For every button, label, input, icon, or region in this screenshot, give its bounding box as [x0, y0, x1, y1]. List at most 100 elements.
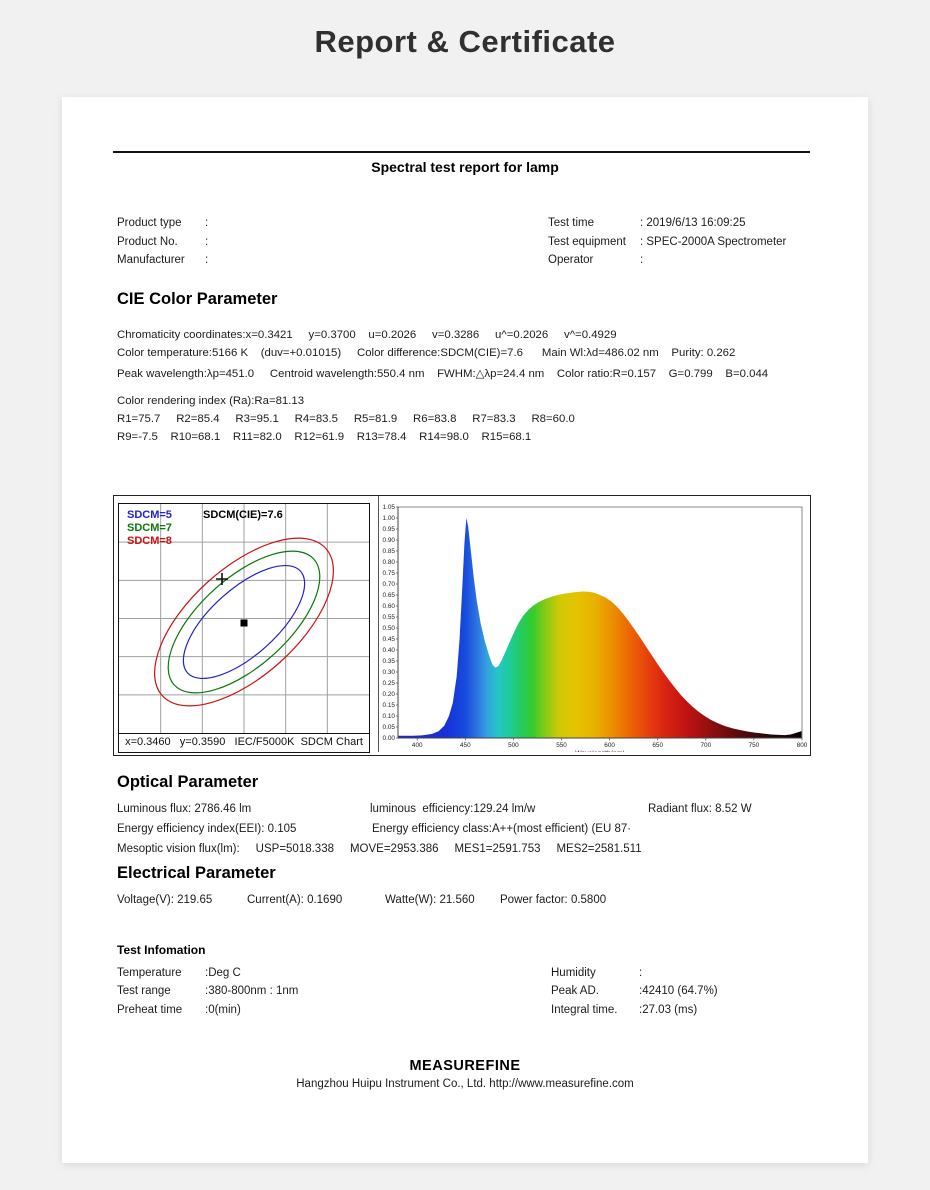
- svg-text:650: 650: [652, 742, 663, 749]
- voltage: Voltage(V): 219.65: [117, 894, 213, 906]
- sdcm-caption: x=0.3460 y=0.3590 IEC/F5000K SDCM Chart: [119, 733, 369, 753]
- svg-text:SDCM=5: SDCM=5: [127, 509, 172, 521]
- test-info-left: Temperature :Deg C Test range :380-800nm :…: [117, 964, 447, 1019]
- temperature-value: :Deg C: [205, 967, 241, 979]
- svg-text:1.00: 1.00: [383, 515, 396, 522]
- svg-text:750: 750: [749, 742, 760, 749]
- svg-text:0.85: 0.85: [383, 548, 396, 555]
- preheat-time-row: Preheat time :0(min): [117, 1001, 447, 1019]
- product-info: Product type: Product No.: Manufacturer:: [117, 214, 417, 270]
- manufacturer-row: Manufacturer:: [117, 251, 417, 270]
- luminous-efficiency: luminous efficiency:129.24 lm/w: [370, 803, 536, 815]
- manufacturer-value: :: [205, 254, 209, 266]
- report-page: Spectral test report for lamp Product ty…: [62, 97, 868, 1163]
- charts-panel: SDCM=5 SDCM=7 SDCM=8 SDCM(CIE)=7.6 x=0.3460…: [113, 495, 811, 757]
- optical-row-1: Luminous flux: 2786.46 lm luminous effic…: [117, 803, 817, 819]
- humidity-value: :: [639, 967, 643, 979]
- svg-text:1.05: 1.05: [383, 504, 396, 511]
- svg-text:0.65: 0.65: [383, 592, 396, 599]
- svg-text:SDCM(CIE)=7.6: SDCM(CIE)=7.6: [203, 509, 283, 521]
- product-no-value: :: [205, 235, 209, 248]
- svg-text:0.80: 0.80: [383, 559, 396, 566]
- sdcm-chart: SDCM=5 SDCM=7 SDCM=8 SDCM(CIE)=7.6 x=0.3460…: [118, 503, 370, 753]
- header-rule: [113, 151, 810, 153]
- svg-text:SDCM=8: SDCM=8: [127, 535, 172, 547]
- mesoptic-vision-flux: Mesoptic vision flux(lm): USP=5018.338 M…: [117, 843, 642, 855]
- test-info-heading: Test Infomation: [117, 943, 206, 957]
- power-factor: Power factor: 0.5800: [500, 894, 607, 906]
- humidity-row: Humidity:: [551, 964, 851, 982]
- svg-text:400: 400: [412, 742, 423, 749]
- test-time-value: : 2019/6/13 16:09:25: [640, 217, 746, 229]
- svg-text:0.25: 0.25: [383, 680, 396, 687]
- test-time-row: Test time : 2019/6/13 16:09:25: [548, 214, 858, 233]
- test-equipment-value: : SPEC-2000A Spectrometer: [640, 235, 787, 248]
- svg-text:0.45: 0.45: [383, 636, 396, 643]
- svg-text:0.05: 0.05: [383, 724, 396, 731]
- svg-text:0.75: 0.75: [383, 570, 396, 577]
- temperature-label: Temperature: [117, 967, 182, 979]
- svg-text:0.90: 0.90: [383, 537, 396, 544]
- svg-text:700: 700: [700, 742, 711, 749]
- page-title: Report & Certificate: [314, 24, 616, 59]
- operator-value: :: [640, 254, 644, 266]
- report-title: Spectral test report for lamp: [371, 159, 559, 175]
- svg-text:0.95: 0.95: [383, 526, 396, 533]
- test-info-right: Humidity: Peak AD.:42410 (64.7%) Integra…: [551, 964, 851, 1019]
- color-temperature-line: Color temperature:5166 K (duv=+0.01015) …: [117, 347, 736, 360]
- svg-text:0.10: 0.10: [383, 713, 396, 720]
- test-meta-info: Test time : 2019/6/13 16:09:25 Test equip…: [548, 214, 858, 270]
- svg-text:450: 450: [460, 742, 471, 749]
- current: Current(A): 0.1690: [247, 894, 343, 906]
- cri-line: Color rendering index (Ra):Ra=81.13: [117, 395, 305, 408]
- manufacturer-label: Manufacturer: [117, 254, 185, 266]
- optical-row-3: Mesoptic vision flux(lm): USP=5018.338 M…: [117, 843, 817, 859]
- svg-text:0.30: 0.30: [383, 669, 396, 676]
- optical-heading: Optical Parameter: [117, 773, 259, 791]
- integral-time-label: Integral time.: [551, 1003, 618, 1016]
- cie-heading: CIE Color Parameter: [117, 290, 278, 308]
- humidity-label: Humidity: [551, 967, 596, 979]
- svg-text:0.40: 0.40: [383, 647, 396, 654]
- chromaticity-line: Chromaticity coordinates:x=0.3421 y=0.37…: [117, 329, 617, 342]
- optical-row-2: Energy efficiency index(EEI): 0.105 Ener…: [117, 823, 817, 839]
- test-range-label: Test range: [117, 985, 171, 998]
- svg-text:0.70: 0.70: [383, 581, 396, 588]
- peak-ad-row: Peak AD.:42410 (64.7%): [551, 982, 851, 1000]
- electrical-row: Voltage(V): 219.65 Current(A): 0.1690 Wa…: [117, 894, 817, 910]
- energy-efficiency-index: Energy efficiency index(EEI): 0.105: [117, 823, 297, 835]
- product-type-value: :: [205, 217, 209, 229]
- integral-time-row: Integral time.:27.03 (ms): [551, 1001, 851, 1019]
- test-time-label: Test time: [548, 217, 595, 229]
- luminous-flux: Luminous flux: 2786.46 lm: [117, 803, 252, 815]
- spectrum-chart: 0.00 0.05 0.10 0.15 0.20 0.25 0.30 0.35 0.40 0.45…: [378, 496, 810, 757]
- preheat-time-value: :0(min): [205, 1003, 241, 1016]
- product-no-label: Product No.: [117, 235, 178, 248]
- company-line: Hangzhou Huipu Instrument Co., Ltd. http…: [296, 1078, 634, 1090]
- svg-text:0.00: 0.00: [383, 735, 396, 742]
- product-no-row: Product No.:: [117, 233, 417, 252]
- test-equipment-label: Test equipment: [548, 235, 626, 248]
- cri-values-line-1: R1=75.7 R2=85.4 R3=95.1 R4=83.5 R5=81.9 …: [117, 413, 575, 426]
- spectrum-chart-canvas: 0.00 0.05 0.10 0.15 0.20 0.25 0.30 0.35 0.40 0.45…: [383, 504, 808, 757]
- svg-text:550: 550: [556, 742, 567, 749]
- brand-name: MEASUREFINE: [409, 1058, 521, 1074]
- svg-text:Wavelength(nm): Wavelength(nm): [575, 750, 625, 752]
- svg-text:SDCM=7: SDCM=7: [127, 522, 172, 534]
- wattage: Watte(W): 21.560: [385, 894, 475, 906]
- svg-text:0.20: 0.20: [383, 691, 396, 698]
- svg-text:500: 500: [508, 742, 519, 749]
- svg-text:800: 800: [797, 742, 808, 749]
- svg-text:600: 600: [604, 742, 615, 749]
- peak-wavelength-line: Peak wavelength:λp=451.0 Centroid wavele…: [117, 368, 769, 381]
- preheat-time-label: Preheat time: [117, 1003, 183, 1016]
- product-type-label: Product type: [117, 217, 182, 229]
- operator-label: Operator: [548, 254, 594, 266]
- svg-text:0.35: 0.35: [383, 658, 396, 665]
- electrical-heading: Electrical Parameter: [117, 864, 276, 882]
- operator-row: Operator:: [548, 251, 858, 270]
- peak-ad-label: Peak AD.: [551, 985, 599, 998]
- test-range-value: :380-800nm : 1nm: [205, 985, 299, 998]
